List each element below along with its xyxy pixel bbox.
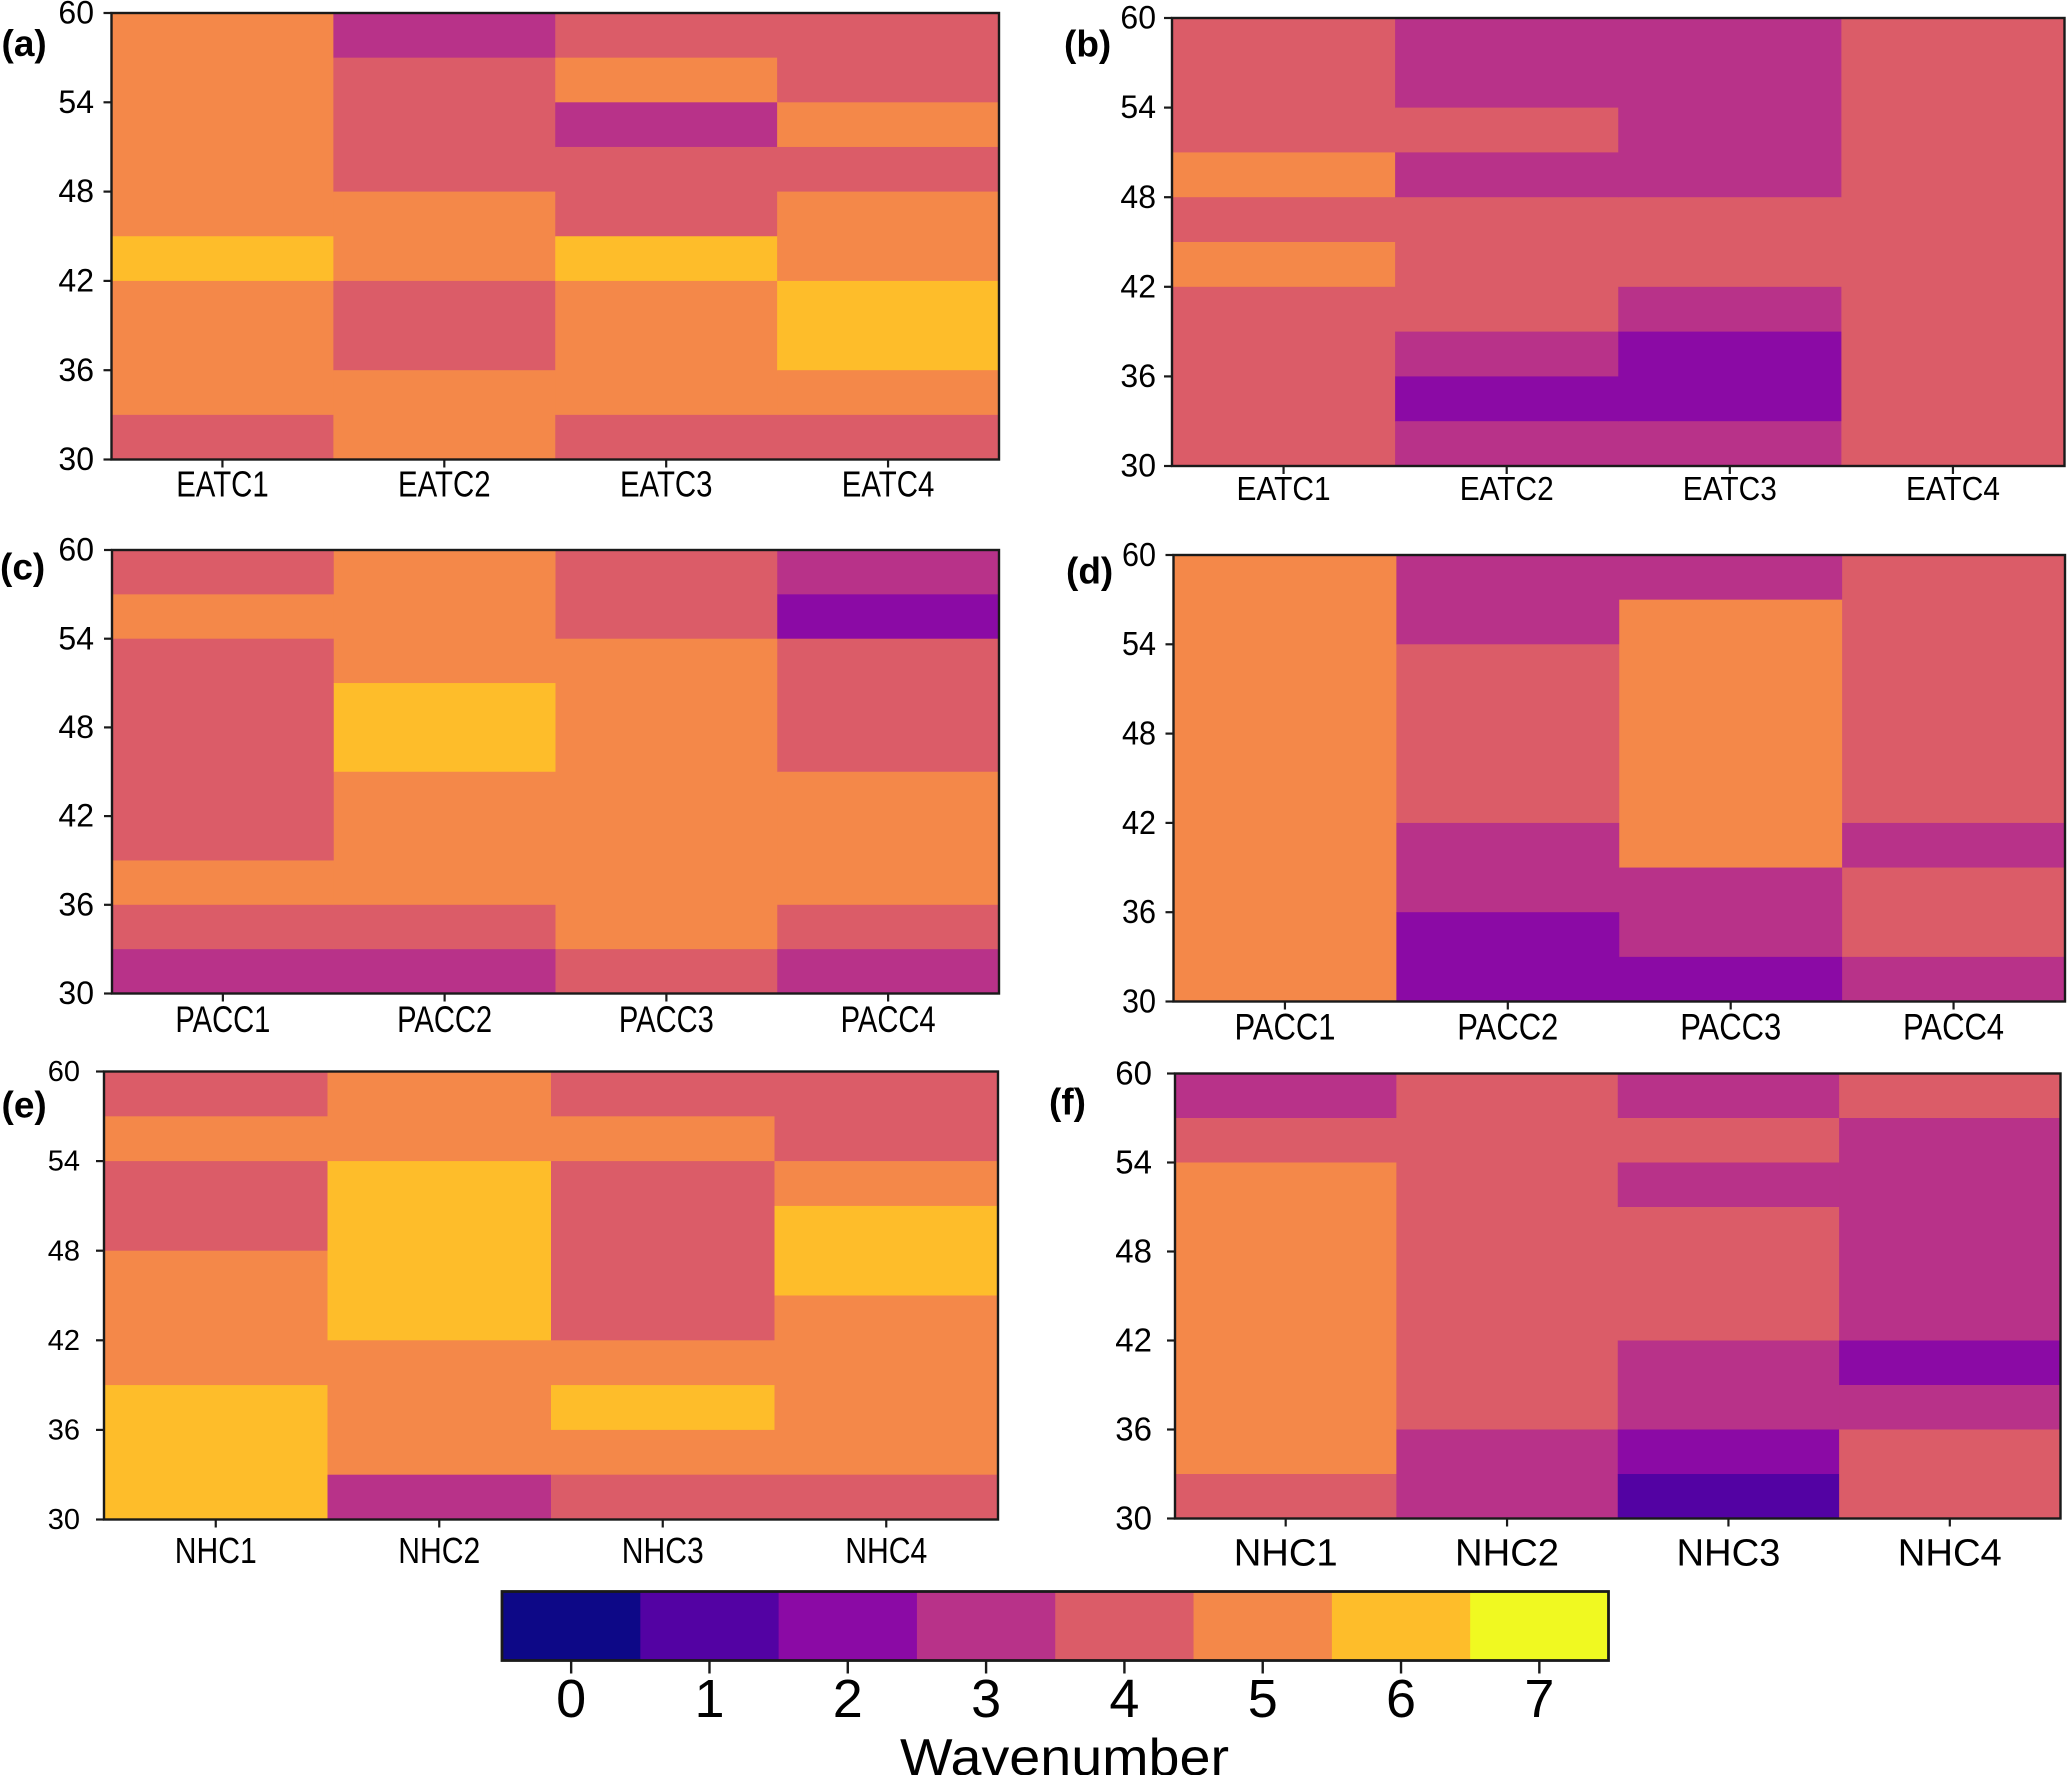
svg-text:5: 5 — [1248, 1669, 1278, 1729]
svg-text:54: 54 — [58, 620, 94, 656]
svg-text:NHC1: NHC1 — [175, 1530, 257, 1571]
svg-text:NHC4: NHC4 — [1898, 1533, 2002, 1575]
svg-text:2: 2 — [833, 1669, 863, 1729]
svg-text:4: 4 — [1109, 1669, 1139, 1729]
svg-text:PACC1: PACC1 — [175, 999, 270, 1040]
svg-text:30: 30 — [58, 975, 94, 1011]
svg-text:NHC3: NHC3 — [622, 1530, 704, 1571]
svg-text:54: 54 — [1122, 625, 1156, 662]
svg-text:48: 48 — [48, 1235, 80, 1267]
svg-text:54: 54 — [48, 1146, 80, 1178]
svg-text:36: 36 — [1120, 358, 1156, 394]
svg-text:30: 30 — [48, 1504, 80, 1536]
svg-text:NHC1: NHC1 — [1234, 1533, 1338, 1575]
svg-text:EATC1: EATC1 — [176, 464, 269, 505]
svg-text:36: 36 — [58, 886, 94, 922]
svg-text:36: 36 — [48, 1414, 80, 1446]
svg-text:EATC3: EATC3 — [1683, 470, 1777, 507]
svg-text:60: 60 — [58, 0, 94, 31]
svg-text:48: 48 — [58, 173, 94, 209]
svg-text:6: 6 — [1386, 1669, 1416, 1729]
svg-text:60: 60 — [48, 1056, 80, 1088]
svg-text:0: 0 — [556, 1669, 586, 1729]
svg-text:NHC2: NHC2 — [1455, 1533, 1559, 1575]
svg-text:48: 48 — [1122, 714, 1156, 751]
svg-text:EATC1: EATC1 — [1237, 470, 1331, 507]
svg-text:30: 30 — [58, 441, 94, 477]
svg-text:54: 54 — [58, 84, 94, 120]
svg-text:60: 60 — [1115, 1054, 1152, 1091]
svg-text:60: 60 — [1122, 536, 1156, 573]
svg-text:54: 54 — [1115, 1143, 1152, 1180]
svg-text:(a): (a) — [2, 23, 47, 64]
svg-text:EATC4: EATC4 — [1906, 470, 2000, 507]
svg-text:EATC2: EATC2 — [398, 464, 491, 505]
svg-text:PACC1: PACC1 — [1234, 1007, 1335, 1048]
svg-text:NHC3: NHC3 — [1676, 1533, 1780, 1575]
svg-text:42: 42 — [1122, 804, 1156, 841]
svg-text:1: 1 — [694, 1669, 724, 1729]
svg-text:PACC3: PACC3 — [1680, 1007, 1781, 1048]
svg-text:7: 7 — [1524, 1669, 1554, 1729]
svg-text:48: 48 — [58, 709, 94, 745]
svg-text:48: 48 — [1120, 179, 1156, 215]
svg-text:PACC4: PACC4 — [1903, 1007, 2004, 1048]
svg-text:NHC2: NHC2 — [398, 1530, 480, 1571]
svg-text:PACC4: PACC4 — [841, 999, 936, 1040]
svg-text:PACC2: PACC2 — [397, 999, 492, 1040]
svg-text:3: 3 — [971, 1669, 1001, 1729]
svg-text:(e): (e) — [2, 1085, 47, 1126]
svg-text:36: 36 — [1115, 1410, 1152, 1447]
svg-text:(f): (f) — [1049, 1082, 1086, 1123]
svg-text:42: 42 — [58, 798, 94, 834]
svg-text:60: 60 — [58, 532, 94, 568]
svg-text:Wavenumber: Wavenumber — [900, 1729, 1229, 1775]
svg-text:PACC3: PACC3 — [619, 999, 714, 1040]
svg-text:42: 42 — [48, 1325, 80, 1357]
svg-text:(b): (b) — [1064, 24, 1111, 65]
svg-text:36: 36 — [58, 352, 94, 388]
svg-text:48: 48 — [1115, 1232, 1152, 1269]
svg-text:(c): (c) — [0, 547, 45, 588]
svg-text:30: 30 — [1120, 448, 1156, 484]
svg-text:30: 30 — [1122, 982, 1156, 1019]
svg-text:NHC4: NHC4 — [845, 1530, 927, 1571]
svg-text:30: 30 — [1115, 1499, 1152, 1536]
svg-text:EATC3: EATC3 — [620, 464, 713, 505]
svg-text:EATC2: EATC2 — [1460, 470, 1554, 507]
svg-text:54: 54 — [1120, 89, 1156, 125]
svg-text:42: 42 — [58, 262, 94, 298]
svg-text:EATC4: EATC4 — [842, 464, 935, 505]
svg-text:PACC2: PACC2 — [1457, 1007, 1558, 1048]
svg-text:36: 36 — [1122, 893, 1156, 930]
svg-text:42: 42 — [1115, 1321, 1152, 1358]
svg-text:60: 60 — [1120, 0, 1156, 36]
svg-text:42: 42 — [1120, 268, 1156, 304]
svg-text:(d): (d) — [1066, 551, 1113, 592]
